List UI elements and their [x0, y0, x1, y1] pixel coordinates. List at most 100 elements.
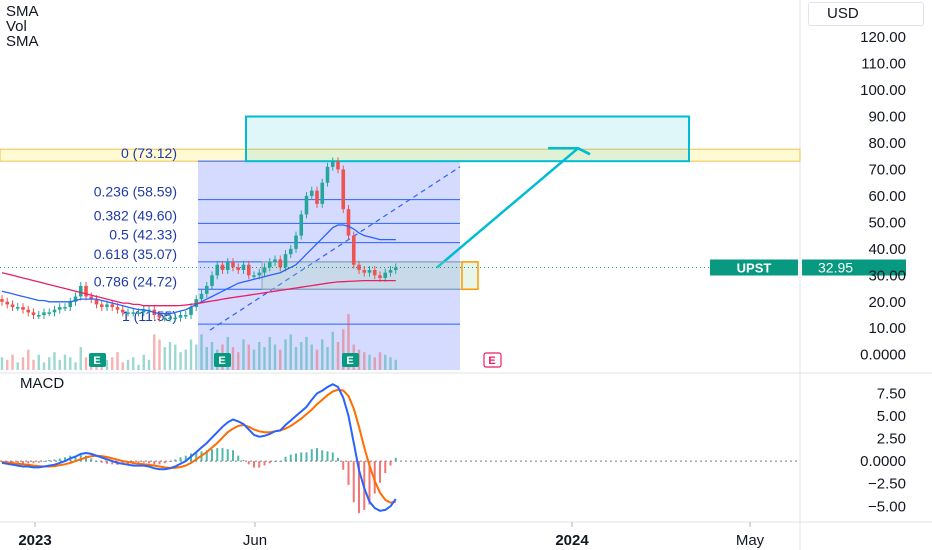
macd-histogram-bar [347, 461, 350, 485]
volume-bar [294, 347, 298, 370]
volume-bar [42, 362, 46, 370]
candle-body [220, 264, 225, 271]
candle-body [36, 315, 41, 317]
macd-histogram-bar [64, 457, 66, 462]
orange-box [461, 261, 479, 291]
macd-axis-tick: −5.00 [868, 498, 906, 515]
candle-body [367, 270, 372, 273]
macd-histogram-bar [221, 448, 224, 462]
volume-bar [74, 362, 77, 370]
price-axis-tick: 0.0000 [860, 347, 906, 364]
sma-slow-line [1, 272, 396, 307]
macd-histogram-bar [300, 452, 303, 462]
macd-axis-tick: 7.50 [877, 385, 906, 402]
volume-bar [252, 349, 256, 370]
macd-histogram-bar [43, 461, 45, 462]
fib-level-label: 1 (11.55) [122, 308, 177, 324]
earnings-badge [89, 353, 106, 367]
volume-bar [111, 357, 114, 370]
volume-bar [347, 314, 350, 370]
candle-body [294, 235, 298, 249]
candle-body [110, 304, 115, 308]
fib-level-label: 0 (73.12) [121, 145, 177, 161]
volume-bar [121, 362, 124, 370]
earnings-badge [214, 353, 231, 367]
macd-line [1, 383, 397, 512]
volume-bar [27, 349, 30, 370]
volume-bar [48, 357, 51, 370]
currency-button[interactable]: USD [808, 2, 924, 26]
earnings-badge [342, 353, 359, 367]
candle-body [89, 296, 94, 300]
macd-histogram-bar [22, 461, 24, 464]
macd-axis-tick: 2.50 [877, 431, 906, 448]
macd-axis-tick: −2.50 [868, 476, 906, 493]
volume-bar [126, 359, 130, 370]
candle-body [378, 275, 382, 278]
candle-body [84, 285, 88, 297]
macd-histogram-bar [226, 449, 229, 462]
price-axis-tick: 20.00 [868, 294, 906, 311]
price-axis-tick: 90.00 [868, 109, 906, 126]
legend-vol[interactable]: Vol [6, 18, 27, 35]
macd-histogram-bar [95, 461, 98, 462]
macd-signal-line [1, 388, 396, 504]
macd-histogram-bar [295, 453, 297, 462]
macd-histogram-bar [100, 461, 103, 463]
volume-bar [331, 331, 334, 370]
candle-body [78, 285, 83, 297]
fib-level-label: 0.5 (42.33) [109, 227, 177, 243]
volume-bar [37, 354, 40, 370]
macd-histogram-bar [111, 461, 114, 465]
candle-body [120, 309, 125, 313]
legend-sma-2[interactable]: SMA [6, 33, 39, 50]
macd-histogram-bar [342, 461, 345, 470]
candle-body [42, 312, 46, 316]
candle-body [215, 264, 220, 276]
volume-bar [315, 349, 319, 370]
volume-bar [174, 344, 177, 370]
volume-bar [263, 347, 266, 370]
macd-histogram-bar [158, 461, 161, 465]
legend-sma-1[interactable]: SMA [6, 3, 39, 20]
candle-body [210, 275, 214, 286]
volume-bar [384, 354, 387, 370]
candle-body [309, 190, 314, 196]
volume-bar [363, 352, 366, 370]
macd-histogram-bar [37, 461, 40, 463]
candle-body [126, 312, 130, 314]
volume-bar [368, 354, 371, 370]
volume-bar [147, 359, 151, 370]
candle-body [304, 195, 309, 215]
candle-body [99, 304, 104, 308]
volume-bar [158, 339, 161, 370]
price-axis-tick: 80.00 [868, 135, 906, 152]
macd-histogram-bar [106, 461, 108, 464]
macd-histogram-bar [368, 461, 371, 505]
volume-bar [342, 329, 345, 370]
macd-histogram-bar [305, 452, 308, 462]
volume-bar [179, 352, 182, 370]
macd-histogram-bar [53, 459, 56, 462]
macd-histogram-bar [74, 455, 77, 462]
volume-bar [132, 357, 135, 370]
volume-bar [32, 359, 35, 370]
volume-bar [300, 342, 303, 370]
volume-bar [69, 357, 72, 370]
candle-body [115, 307, 120, 310]
volume-bar [163, 347, 166, 370]
time-axis-tick: Jun [243, 532, 267, 549]
candle-body [189, 307, 193, 316]
macd-axis-tick: 5.00 [877, 408, 906, 425]
macd-histogram-bar [242, 460, 245, 462]
volume-bar [21, 357, 25, 370]
macd-histogram-bar [384, 461, 387, 474]
candle-body [325, 166, 330, 183]
candle-body [283, 254, 288, 268]
price-tag-bg [802, 259, 906, 276]
macd-histogram-bar [263, 461, 266, 466]
candle-body [257, 272, 262, 276]
volume-bar [184, 349, 187, 370]
candle-body [357, 264, 361, 271]
